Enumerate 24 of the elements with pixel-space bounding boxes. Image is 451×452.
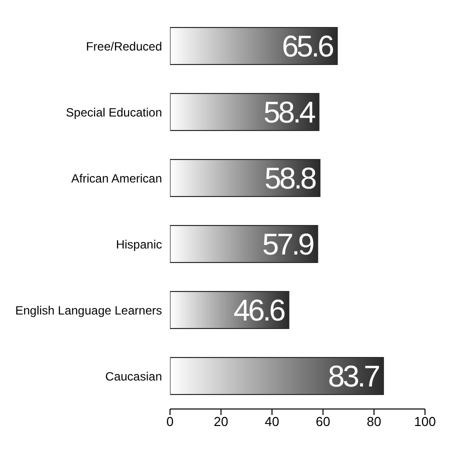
y-tick-label: English Language Learners [15, 303, 162, 318]
x-tick-label: 60 [316, 414, 330, 430]
bar [170, 159, 320, 198]
x-tick-label: 0 [166, 414, 174, 430]
data-label: 58.4 [264, 96, 316, 130]
data-label: 65.6 [282, 30, 334, 64]
bar [170, 93, 320, 132]
bar [170, 357, 384, 396]
x-tick-label: 80 [366, 414, 382, 430]
data-label: 83.7 [328, 360, 380, 394]
bar [170, 27, 338, 66]
y-tick-label: Free/Reduced [86, 39, 162, 54]
y-tick-label: Special Education [66, 105, 162, 120]
x-tick-label: 20 [214, 414, 228, 430]
bar [170, 225, 318, 264]
y-tick-label: Caucasian [105, 369, 162, 384]
data-label: 58.8 [264, 162, 316, 196]
x-tick-label: 100 [414, 414, 436, 430]
data-label: 46.6 [233, 294, 286, 328]
bar [170, 291, 290, 330]
y-tick-label: African American [71, 171, 162, 186]
x-tick-label: 40 [264, 414, 280, 430]
y-tick-label: Hispanic [116, 237, 162, 252]
data-label: 57.9 [262, 228, 314, 262]
